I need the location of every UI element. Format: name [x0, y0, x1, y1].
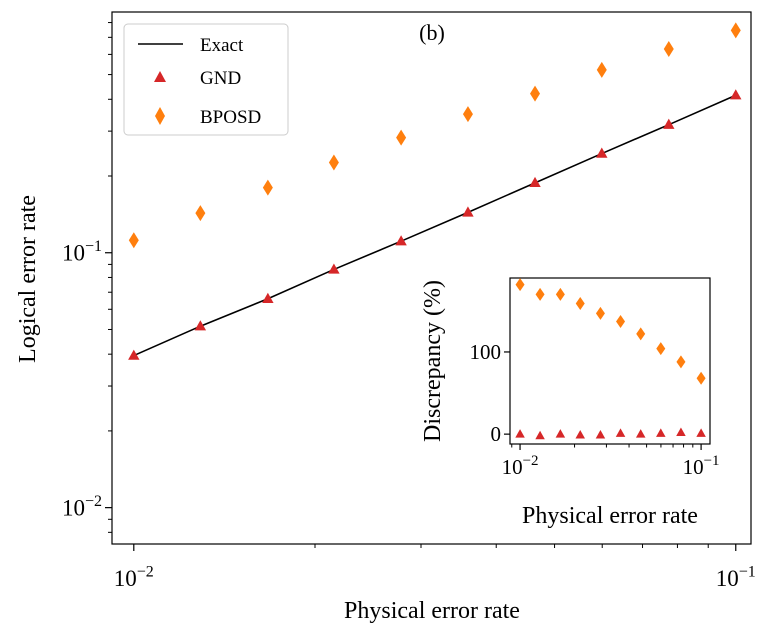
main-x-tick-label: 10−2 [114, 563, 154, 591]
panel-label: (b) [419, 20, 445, 45]
exact-line [133, 94, 737, 357]
inset-bposd-point [535, 287, 545, 301]
inset-y-axis-label: Discrepancy (%) [420, 280, 446, 442]
bposd-point [462, 106, 473, 123]
gnd-point [395, 235, 407, 246]
inset-gnd-point [555, 429, 566, 438]
gnd-point [128, 349, 140, 360]
main-y-tick-label: 10−2 [62, 493, 102, 521]
bposd-point [730, 22, 741, 39]
inset-gnd-point [615, 428, 626, 437]
inset-x-axis-label: Physical error rate [522, 503, 698, 529]
legend-bposd-label: BPOSD [200, 107, 261, 128]
gnd-point [730, 89, 742, 100]
inset-gnd-point [595, 429, 606, 439]
inset-bposd-point [616, 315, 626, 329]
gnd-point [462, 206, 474, 217]
bposd-point [195, 205, 206, 222]
inset-bposd-point [575, 296, 585, 310]
main-x-axis-label: Physical error rate [344, 598, 520, 624]
legend-box [123, 23, 289, 136]
inset-gnd-point [535, 430, 545, 440]
gnd-point [328, 263, 340, 274]
inset-y-tick-label: 0 [491, 422, 502, 446]
inset-bposd-point [515, 278, 525, 292]
inset-x-tick-label: 10−2 [502, 453, 539, 479]
inset-gnd-point [515, 429, 525, 438]
bposd-point [328, 154, 339, 171]
main-y-tick-label: 10−1 [62, 238, 102, 266]
bposd-point [596, 61, 607, 78]
inset-x-tick-label: 10−1 [683, 453, 720, 479]
legend-bposd-marker [155, 107, 165, 125]
inset-gnd-point [575, 429, 585, 439]
main-plot-area [111, 11, 752, 545]
bposd-point [530, 85, 541, 102]
gnd-point [663, 118, 675, 129]
inset-gnd-point [635, 429, 646, 438]
bposd-point [396, 129, 407, 146]
gnd-point [529, 176, 541, 188]
inset-background [510, 278, 710, 444]
legend: Exact GND BPOSD [123, 23, 289, 136]
inset-bposd-point [696, 371, 706, 385]
inset-bposd-point [555, 287, 565, 301]
inset-bposd-point [656, 342, 666, 356]
legend-exact-label: Exact [200, 35, 244, 56]
legend-gnd-label: GND [200, 68, 241, 89]
inset-y-tick-label: 100 [470, 340, 502, 364]
gnd-point [262, 292, 274, 303]
gnd-point [194, 320, 207, 331]
legend-gnd-marker [154, 71, 166, 82]
inset-gnd-point [656, 428, 666, 437]
inset-gnd-point [696, 428, 706, 437]
inset-gnd-point [676, 427, 686, 436]
inset-bposd-point [676, 355, 686, 369]
inset-bposd-point [595, 306, 605, 320]
inset-plot-area [509, 277, 711, 445]
bposd-point [663, 40, 674, 57]
gnd-point [596, 147, 608, 158]
inset-bposd-point [636, 327, 646, 341]
bposd-point [262, 179, 273, 196]
main-x-tick-label: 10−1 [716, 563, 756, 591]
main-y-axis-label: Logical error rate [15, 195, 41, 363]
bposd-point [128, 232, 139, 249]
